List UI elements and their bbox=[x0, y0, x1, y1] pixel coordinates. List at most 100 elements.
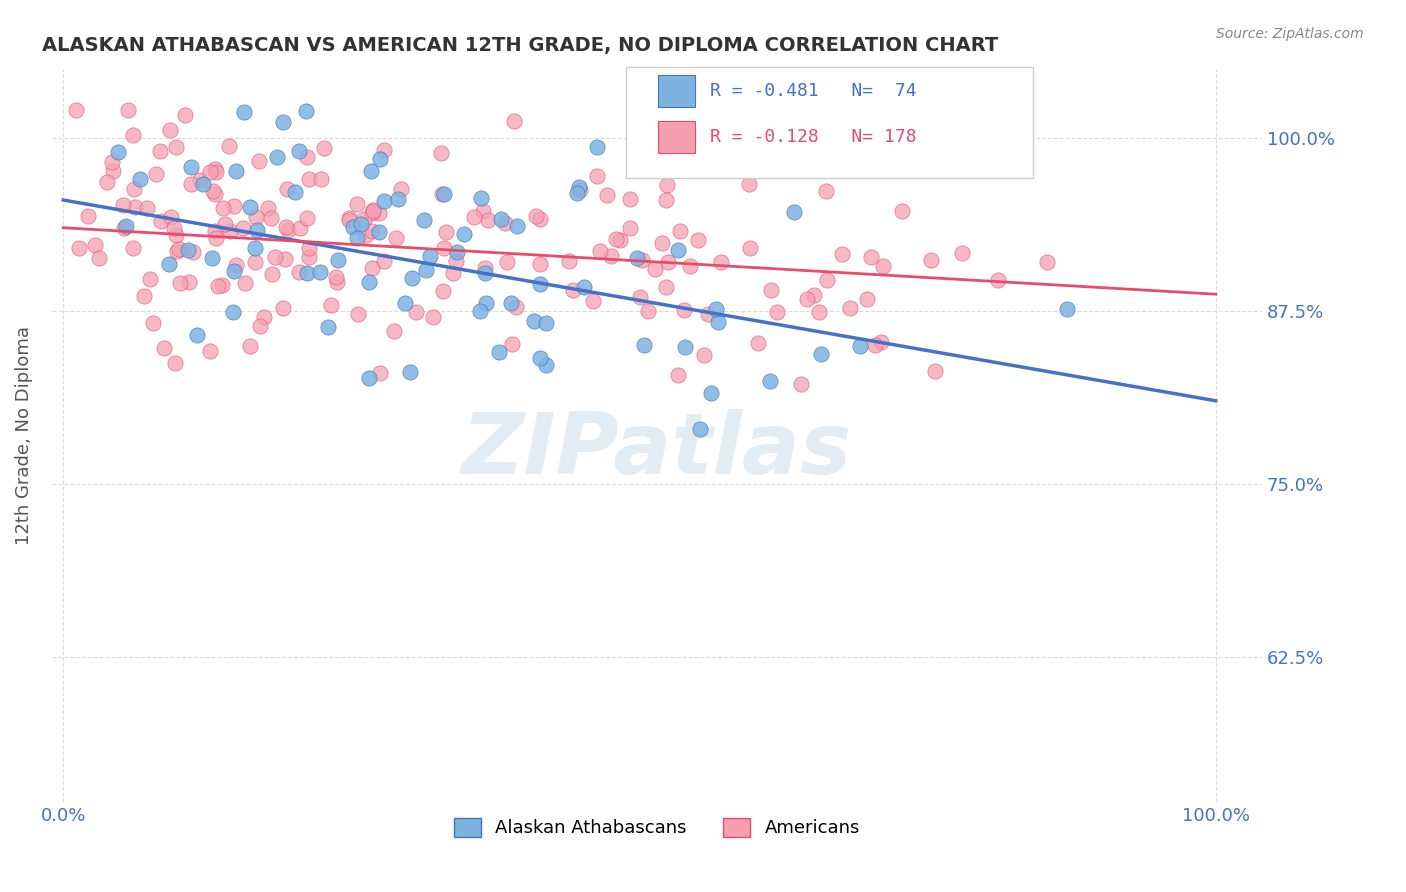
Americans bbox=[239, 339, 262, 353]
Americans bbox=[600, 249, 623, 263]
Alaskan Athabascans bbox=[499, 296, 522, 310]
Y-axis label: 12th Grade, No Diploma: 12th Grade, No Diploma bbox=[15, 326, 32, 545]
Alaskan Athabascans bbox=[346, 231, 368, 245]
Americans bbox=[815, 273, 838, 287]
Alaskan Athabascans bbox=[157, 257, 180, 271]
Alaskan Athabascans bbox=[128, 172, 150, 186]
Americans bbox=[477, 212, 499, 227]
Americans bbox=[337, 211, 360, 225]
Americans bbox=[637, 303, 659, 318]
Americans bbox=[605, 232, 627, 246]
Americans bbox=[950, 245, 973, 260]
Alaskan Athabascans bbox=[415, 262, 437, 277]
Alaskan Athabascans bbox=[193, 177, 215, 191]
Americans bbox=[204, 165, 226, 179]
Americans bbox=[173, 108, 195, 122]
Alaskan Athabascans bbox=[568, 180, 591, 194]
Alaskan Athabascans bbox=[412, 213, 434, 227]
Americans bbox=[831, 247, 853, 261]
Americans bbox=[204, 162, 226, 177]
Americans bbox=[463, 211, 485, 225]
Americans bbox=[361, 206, 384, 220]
Americans bbox=[83, 237, 105, 252]
Alaskan Athabascans bbox=[107, 145, 129, 159]
Americans bbox=[815, 184, 838, 198]
Americans bbox=[287, 265, 309, 279]
Alaskan Athabascans bbox=[233, 105, 256, 120]
Americans bbox=[405, 305, 427, 319]
Americans bbox=[214, 217, 236, 231]
Americans bbox=[347, 307, 370, 321]
Americans bbox=[501, 337, 523, 351]
Americans bbox=[297, 150, 319, 164]
Americans bbox=[839, 301, 862, 316]
Alaskan Athabascans bbox=[474, 266, 496, 280]
Americans bbox=[738, 177, 761, 191]
Americans bbox=[204, 230, 226, 244]
Americans bbox=[796, 293, 818, 307]
Americans bbox=[77, 209, 100, 223]
Americans bbox=[309, 172, 332, 186]
Americans bbox=[152, 341, 174, 355]
Americans bbox=[201, 184, 224, 198]
Americans bbox=[274, 252, 297, 266]
Alaskan Athabascans bbox=[849, 338, 872, 352]
Alaskan Athabascans bbox=[387, 192, 409, 206]
Americans bbox=[319, 298, 342, 312]
Americans bbox=[471, 204, 494, 219]
Alaskan Athabascans bbox=[297, 266, 319, 280]
Americans bbox=[529, 211, 551, 226]
Alaskan Athabascans bbox=[368, 152, 391, 166]
Americans bbox=[312, 141, 335, 155]
Americans bbox=[159, 123, 181, 137]
Americans bbox=[96, 175, 118, 189]
Americans bbox=[298, 171, 321, 186]
Americans bbox=[655, 193, 678, 207]
Americans bbox=[759, 284, 782, 298]
Americans bbox=[222, 199, 245, 213]
Alaskan Athabascans bbox=[284, 186, 307, 200]
Americans bbox=[243, 254, 266, 268]
Americans bbox=[619, 193, 641, 207]
Americans bbox=[446, 253, 468, 268]
Americans bbox=[780, 140, 803, 154]
Americans bbox=[432, 187, 454, 202]
Americans bbox=[136, 201, 159, 215]
Alaskan Athabascans bbox=[349, 218, 371, 232]
Americans bbox=[166, 244, 188, 258]
Alaskan Athabascans bbox=[626, 252, 648, 266]
Americans bbox=[112, 197, 135, 211]
Americans bbox=[808, 305, 831, 319]
Alaskan Athabascans bbox=[401, 270, 423, 285]
Americans bbox=[422, 310, 444, 324]
Americans bbox=[212, 201, 235, 215]
Americans bbox=[122, 241, 145, 255]
Alaskan Athabascans bbox=[586, 140, 609, 154]
Alaskan Athabascans bbox=[666, 244, 689, 258]
Americans bbox=[298, 250, 321, 264]
Americans bbox=[256, 202, 278, 216]
Americans bbox=[361, 225, 384, 239]
Americans bbox=[433, 241, 456, 255]
Alaskan Athabascans bbox=[266, 151, 288, 165]
Americans bbox=[353, 212, 375, 227]
Americans bbox=[790, 377, 813, 392]
Americans bbox=[666, 368, 689, 383]
Americans bbox=[1035, 254, 1057, 268]
Americans bbox=[562, 283, 585, 297]
Text: ALASKAN ATHABASCAN VS AMERICAN 12TH GRADE, NO DIPLOMA CORRELATION CHART: ALASKAN ATHABASCAN VS AMERICAN 12TH GRAD… bbox=[42, 36, 998, 54]
Americans bbox=[225, 258, 247, 272]
Americans bbox=[207, 278, 229, 293]
Americans bbox=[863, 338, 886, 352]
Americans bbox=[325, 269, 347, 284]
Americans bbox=[430, 145, 453, 160]
Americans bbox=[67, 241, 90, 255]
Americans bbox=[165, 227, 187, 242]
Americans bbox=[586, 169, 609, 184]
Alaskan Athabascans bbox=[342, 220, 364, 235]
Americans bbox=[204, 224, 226, 238]
Americans bbox=[180, 177, 202, 191]
Alaskan Athabascans bbox=[468, 303, 491, 318]
Alaskan Athabascans bbox=[810, 347, 832, 361]
Americans bbox=[219, 224, 242, 238]
